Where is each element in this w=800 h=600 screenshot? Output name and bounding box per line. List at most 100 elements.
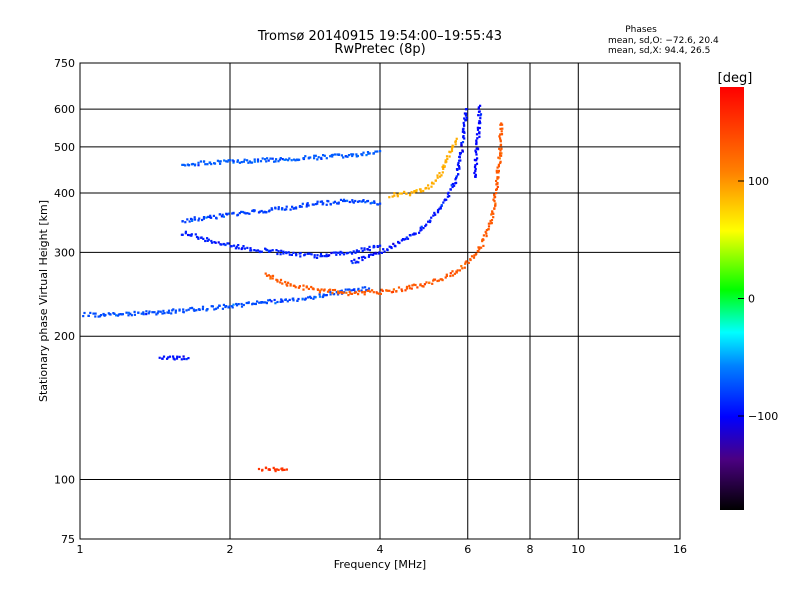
data-point — [274, 302, 277, 305]
data-point — [242, 245, 245, 248]
data-point — [339, 253, 342, 256]
data-point — [476, 137, 479, 140]
data-point — [413, 191, 416, 194]
data-point — [127, 311, 130, 314]
data-point — [361, 249, 364, 253]
data-point — [410, 287, 413, 290]
data-point — [227, 242, 230, 245]
data-point — [379, 292, 382, 295]
data-point — [392, 288, 395, 291]
data-point — [244, 212, 247, 215]
data-point — [415, 189, 418, 192]
data-point — [369, 202, 372, 205]
data-point — [393, 194, 396, 197]
data-point — [142, 313, 145, 316]
data-point — [342, 156, 345, 159]
data-point — [190, 234, 193, 237]
data-point — [441, 171, 444, 174]
data-point — [262, 211, 265, 214]
data-point — [358, 290, 361, 293]
data-point — [290, 159, 293, 162]
data-point — [237, 303, 240, 306]
data-point — [364, 286, 367, 289]
data-point — [271, 249, 274, 252]
data-point — [322, 295, 325, 298]
data-point — [312, 203, 315, 206]
data-point — [259, 160, 263, 163]
data-point — [364, 256, 367, 259]
data-point — [238, 212, 241, 215]
colorbar-tick-label: 100 — [748, 175, 769, 188]
data-point — [193, 218, 197, 221]
data-point — [432, 214, 435, 217]
data-point — [496, 166, 499, 169]
data-point — [345, 252, 348, 255]
data-point — [301, 202, 304, 205]
data-point — [366, 289, 369, 292]
data-point — [478, 135, 481, 138]
data-point — [400, 192, 403, 195]
data-point — [310, 253, 313, 256]
data-point — [440, 278, 443, 281]
data-point — [82, 315, 85, 318]
data-point — [424, 224, 427, 228]
data-point — [235, 245, 238, 248]
data-point — [202, 217, 205, 220]
data-point — [455, 176, 458, 179]
data-point — [246, 159, 249, 162]
data-point — [291, 297, 294, 300]
data-point — [499, 160, 502, 163]
data-point — [222, 303, 225, 306]
data-point — [200, 236, 203, 239]
data-point — [161, 357, 164, 360]
data-point — [230, 305, 233, 308]
data-point — [352, 288, 355, 291]
data-point — [186, 218, 189, 221]
data-point — [446, 157, 449, 161]
data-point — [409, 234, 412, 237]
data-point — [404, 237, 407, 241]
data-point — [230, 245, 233, 248]
data-point — [360, 247, 363, 250]
data-point — [495, 192, 498, 195]
data-point — [83, 311, 86, 315]
data-point — [232, 161, 235, 164]
data-point — [194, 233, 197, 236]
chart-title: Tromsø 20140915 19:54:00–19:55:43 — [257, 29, 502, 44]
data-point — [351, 261, 354, 265]
data-point — [316, 158, 319, 161]
data-point — [98, 315, 102, 318]
data-point — [436, 279, 439, 283]
data-point — [279, 253, 282, 256]
data-point — [445, 198, 448, 201]
data-point — [158, 356, 161, 359]
data-point — [99, 314, 103, 317]
data-point — [231, 212, 234, 215]
data-point — [474, 169, 477, 173]
data-point — [198, 308, 201, 311]
data-point — [351, 154, 354, 158]
data-point — [349, 251, 352, 254]
data-point — [448, 195, 451, 198]
data-point — [493, 207, 496, 210]
data-point — [499, 139, 502, 142]
data-point — [442, 167, 445, 170]
data-point — [495, 188, 498, 191]
data-point — [492, 212, 495, 215]
data-point — [187, 357, 190, 360]
data-point — [248, 212, 251, 215]
data-point — [350, 289, 353, 292]
data-point — [374, 150, 377, 153]
data-point — [292, 158, 296, 161]
data-point — [190, 163, 193, 166]
data-point — [210, 239, 213, 243]
data-point — [367, 287, 371, 290]
data-point — [479, 114, 482, 117]
data-point — [319, 253, 323, 256]
data-point — [491, 211, 494, 214]
data-point — [168, 355, 172, 358]
data-point — [187, 164, 191, 167]
data-point — [267, 274, 270, 277]
data-point — [346, 251, 349, 255]
